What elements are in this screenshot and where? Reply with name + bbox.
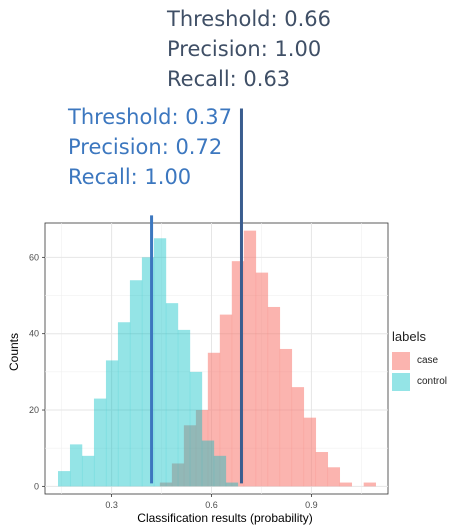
annotation-high-precision: Precision: 1.00 [167,37,322,61]
x-axis-title: Classification results (probability) [137,511,312,525]
y-tick-label: 0 [34,481,39,491]
histogram-bar-case [279,348,293,487]
y-tick-label: 20 [29,405,39,415]
legend-title: labels [392,329,426,344]
legend-swatch-control [392,372,410,391]
legend-label-control: control [417,376,448,387]
histogram-bar-case [255,272,269,487]
x-tick-label: 0.6 [205,500,218,510]
legend: labels case control [392,329,447,392]
histogram-bar-control [201,440,215,487]
histogram-bar-case [159,482,173,487]
y-tick-label: 60 [29,252,39,262]
annotation-high-threshold-value: Threshold: 0.66 [167,7,332,31]
histogram-bar-case [219,314,233,487]
histogram-bar-control [57,471,71,487]
annotation-low-threshold: Threshold: 0.37 Precision: 0.72 Recall: … [68,102,232,192]
histogram-bar-case [339,482,353,487]
legend-label-case: case [417,355,439,366]
histogram-bar-control [213,455,227,487]
histogram-bar-case [207,352,221,487]
histogram-bar-control [153,238,167,487]
annotation-high-recall: Recall: 0.63 [167,67,291,91]
x-tick-label: 0.9 [305,500,318,510]
histogram-bar-case [243,230,257,487]
histogram-bar-case [291,387,305,487]
histogram-bar-control [225,482,239,487]
histogram-bar-control [69,444,83,487]
histogram-bar-case [315,452,329,487]
histogram-bar-case [327,467,341,487]
legend-swatch-case [392,351,410,370]
x-tick-label: 0.3 [105,500,118,510]
histogram-bar-case [183,425,197,487]
annotation-low-precision: Precision: 0.72 [68,135,223,159]
histogram-bar-case [267,306,281,487]
histogram-bar-control [81,455,95,487]
annotation-low-threshold-value: Threshold: 0.37 [68,105,233,129]
histogram-bar-control [189,371,203,487]
histogram-bar-control [165,303,179,487]
histogram-bar-case [303,417,317,487]
histogram-bar-control [105,360,119,487]
histogram-bar-case [171,463,185,487]
histogram-bar-case [195,410,209,487]
annotation-high-threshold: Threshold: 0.66 Precision: 1.00 Recall: … [167,4,331,94]
y-axis-title: Counts [7,333,21,371]
histogram-bar-control [129,280,143,487]
legend-item-control: control [392,371,447,392]
histogram-bar-case [363,482,376,487]
annotation-low-recall: Recall: 1.00 [68,165,192,189]
legend-item-case: case [392,350,447,371]
histogram-bar-control [177,329,191,487]
y-tick-label: 40 [29,329,39,339]
histogram-bar-control [93,398,107,487]
histogram-bar-control [117,322,131,487]
